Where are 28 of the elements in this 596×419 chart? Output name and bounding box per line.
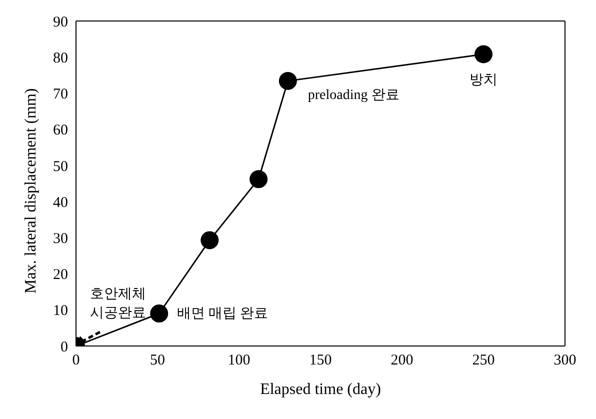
x-tick-label: 250 <box>472 352 495 369</box>
x-tick-label: 100 <box>228 352 250 369</box>
point <box>150 304 168 322</box>
annotation: 방치 <box>470 73 498 88</box>
y-tick-label: 0 <box>60 339 68 356</box>
y-tick-label: 60 <box>53 122 68 139</box>
point <box>474 45 492 64</box>
x-tick-label: 0 <box>72 352 80 369</box>
x-axis-title: Elapsed time (day) <box>260 381 381 398</box>
y-tick-label: 80 <box>53 50 68 66</box>
y-tick-label: 90 <box>53 14 68 30</box>
point <box>200 231 219 250</box>
x-tick-label: 200 <box>390 352 414 369</box>
annotation: preloading 완료 <box>308 88 400 103</box>
x-tick-label: 150 <box>309 352 332 369</box>
y-tick-label: 70 <box>53 86 68 103</box>
y-tick-label: 40 <box>53 194 68 211</box>
annotation: 배면 매립 완료 <box>177 306 268 322</box>
point <box>278 72 297 90</box>
x-tick-label: 50 <box>150 352 165 369</box>
y-tick-label: 30 <box>53 230 68 247</box>
y-axis-title: Max. lateral displacement (mm) <box>22 88 40 294</box>
y-tick-label: 10 <box>53 303 68 320</box>
annotation: 호안제체 시공완료 <box>90 287 146 321</box>
y-tick-label: 20 <box>53 267 68 284</box>
y-tick-label: 50 <box>53 158 68 175</box>
x-tick-label: 300 <box>554 352 576 369</box>
point <box>250 170 268 188</box>
